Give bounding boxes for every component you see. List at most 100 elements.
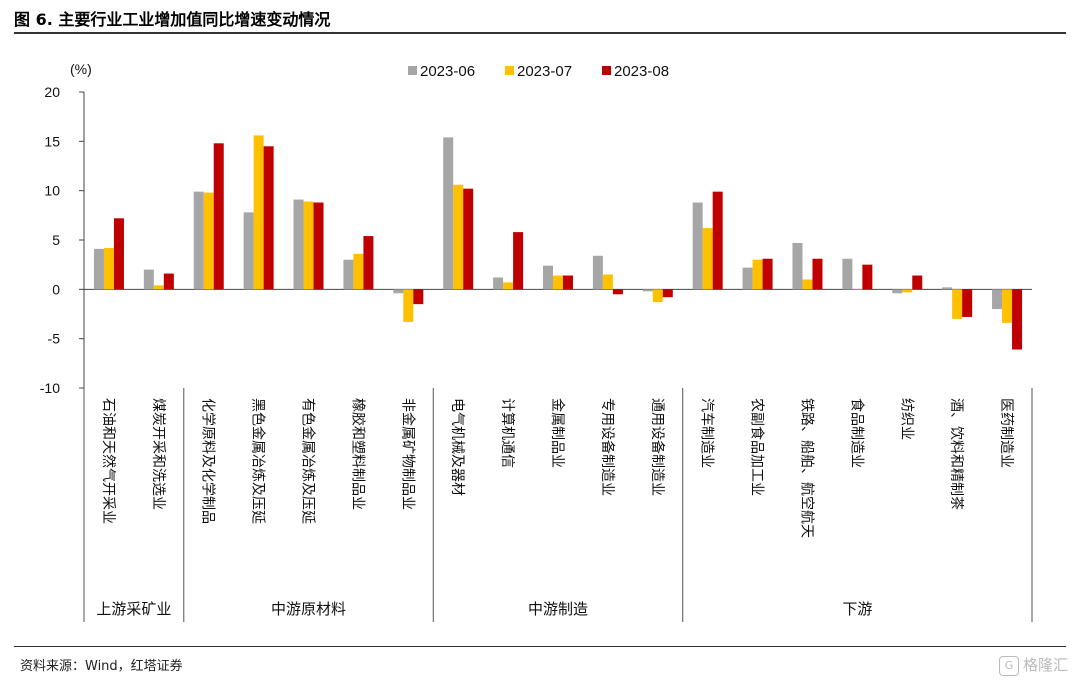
bar <box>203 192 214 290</box>
bar <box>403 289 414 322</box>
chart-axes: -10 -5 0 5 10 15 20 (%) <box>40 61 1032 396</box>
bar <box>193 191 204 290</box>
bar <box>702 228 713 290</box>
group-labels: 上游采矿业 中游原材料 中游制造 下游 <box>83 388 1033 622</box>
bar <box>313 202 324 290</box>
category-label: 农副食品加工业 <box>749 398 766 496</box>
category-label: 石油和天然气开采业 <box>100 398 117 524</box>
bar <box>443 137 454 290</box>
legend-swatch <box>505 66 514 75</box>
bar <box>413 289 424 305</box>
bar <box>163 273 174 290</box>
bar <box>543 265 553 290</box>
bar <box>293 199 304 290</box>
bar <box>153 285 164 290</box>
category-label: 橡胶和塑料制品业 <box>349 398 366 510</box>
bar <box>143 269 154 290</box>
category-label: 计算机通信 <box>499 398 515 468</box>
bar <box>812 258 823 290</box>
y-tick-label: 15 <box>44 133 60 149</box>
bar <box>962 289 973 317</box>
category-label: 黑色金属冶炼及压延 <box>250 398 267 524</box>
bar <box>563 275 573 290</box>
bar <box>513 232 524 290</box>
category-label: 医药制造业 <box>998 398 1014 468</box>
bar <box>762 258 773 290</box>
watermark-text: 格隆汇 <box>1022 656 1068 674</box>
legend-swatch <box>408 66 417 75</box>
bar <box>213 143 224 290</box>
bar <box>752 259 763 290</box>
chart-bars <box>93 135 1023 350</box>
bar <box>742 267 753 290</box>
figure-title: 图 6. 主要行业工业增加值同比增速变动情况 <box>14 10 331 29</box>
bar <box>612 289 623 295</box>
bar <box>493 277 504 290</box>
bar <box>393 289 404 294</box>
legend-label: 2023-06 <box>420 63 475 80</box>
bar <box>842 258 853 290</box>
bar <box>952 289 963 319</box>
y-tick-label: -5 <box>48 331 61 347</box>
bar <box>942 287 953 290</box>
bar <box>912 275 923 290</box>
bar <box>992 289 1003 310</box>
category-label: 铁路、船舶、航空航天 <box>798 398 814 538</box>
bar <box>243 212 254 290</box>
bar-chart: -10 -5 0 5 10 15 20 (%) 石油和天然气开采业 煤炭开采和洗选业 化学原料及化… <box>40 61 1033 622</box>
source-note: 资料来源：Wind，红塔证券 <box>20 659 183 674</box>
bar <box>862 264 873 290</box>
category-label: 有色金属冶炼及压延 <box>300 398 317 524</box>
group-label: 中游制造 <box>528 600 588 618</box>
bar <box>343 259 354 290</box>
legend-label: 2023-07 <box>517 63 572 80</box>
bar <box>1012 289 1023 350</box>
category-label: 通用设备制造业 <box>649 398 666 496</box>
bar <box>1002 289 1013 323</box>
category-label: 纺织业 <box>898 398 914 440</box>
bar <box>93 248 104 290</box>
bar <box>792 242 803 290</box>
bar <box>902 289 913 293</box>
legend-label: 2023-08 <box>614 63 669 80</box>
bar <box>353 253 364 290</box>
group-label: 上游采矿业 <box>96 600 171 618</box>
watermark: G 格隆汇 <box>998 654 1068 676</box>
category-label: 专用设备制造业 <box>599 398 616 496</box>
bar <box>363 236 374 290</box>
group-label: 下游 <box>842 600 872 618</box>
legend: 2023-06 2023-07 2023-08 <box>408 63 669 80</box>
category-label: 酒、饮料和精制茶 <box>948 398 964 510</box>
category-label: 煤炭开采和洗选业 <box>150 398 166 510</box>
bar <box>103 247 114 290</box>
y-tick-label: 20 <box>44 84 60 100</box>
bar <box>692 202 703 290</box>
bar <box>652 289 663 303</box>
bar <box>642 289 653 292</box>
category-label: 非金属矿物制品业 <box>399 398 415 510</box>
bar <box>453 184 464 290</box>
legend-swatch <box>602 66 611 75</box>
bar <box>113 218 124 290</box>
y-tick-label: 0 <box>52 281 60 297</box>
bar <box>602 274 613 290</box>
y-tick-label: 5 <box>52 232 60 248</box>
category-label: 电气机械及器材 <box>449 398 465 496</box>
bar <box>463 188 474 290</box>
watermark-logo-icon: G <box>998 655 1019 676</box>
bar <box>263 146 274 290</box>
bar <box>662 289 673 298</box>
bar <box>553 275 563 290</box>
category-label: 汽车制造业 <box>699 398 716 468</box>
bar <box>712 191 723 290</box>
category-label: 金属制品业 <box>549 398 565 468</box>
category-label: 化学原料及化学制品 <box>200 398 216 524</box>
bar <box>892 289 903 294</box>
title-divider <box>14 32 1066 34</box>
bar <box>802 279 813 290</box>
y-tick-label: 10 <box>44 183 60 199</box>
footer-divider <box>14 646 1066 647</box>
bar <box>303 201 314 290</box>
category-labels: 石油和天然气开采业 煤炭开采和洗选业 化学原料及化学制品 黑色金属冶炼及压延 有色金属冶… <box>100 398 1014 538</box>
group-label: 中游原材料 <box>271 600 346 618</box>
